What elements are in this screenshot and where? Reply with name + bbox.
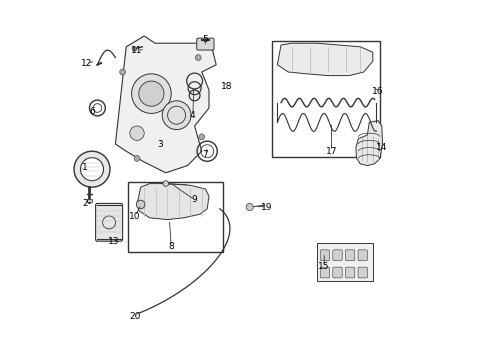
Text: 13: 13 (108, 237, 120, 246)
Text: 15: 15 (318, 262, 330, 271)
Circle shape (130, 126, 144, 140)
Text: 6: 6 (89, 107, 95, 116)
Text: 12: 12 (81, 59, 92, 68)
Text: 9: 9 (192, 195, 197, 204)
Circle shape (199, 134, 205, 140)
Polygon shape (277, 43, 373, 76)
Circle shape (134, 156, 140, 161)
FancyBboxPatch shape (320, 267, 330, 278)
Circle shape (162, 101, 191, 130)
Circle shape (74, 151, 110, 187)
Circle shape (132, 47, 137, 51)
Bar (128, 182, 223, 252)
Circle shape (136, 200, 145, 209)
FancyBboxPatch shape (358, 250, 368, 261)
Text: 20: 20 (129, 312, 141, 321)
Text: 8: 8 (169, 242, 174, 251)
Polygon shape (137, 184, 209, 220)
Circle shape (80, 158, 103, 181)
FancyBboxPatch shape (96, 203, 122, 241)
Polygon shape (116, 36, 216, 173)
FancyBboxPatch shape (197, 38, 214, 50)
Text: 2: 2 (82, 199, 88, 208)
Circle shape (196, 55, 201, 60)
FancyBboxPatch shape (333, 250, 342, 261)
FancyBboxPatch shape (345, 267, 355, 278)
Text: 3: 3 (157, 140, 163, 149)
FancyBboxPatch shape (333, 267, 342, 278)
Circle shape (132, 74, 171, 113)
Text: 17: 17 (326, 147, 337, 156)
Text: 19: 19 (261, 202, 272, 212)
Circle shape (246, 203, 253, 211)
Circle shape (120, 69, 125, 75)
Circle shape (163, 181, 169, 186)
Text: 18: 18 (221, 82, 233, 91)
FancyBboxPatch shape (320, 250, 330, 261)
Text: 11: 11 (131, 46, 143, 55)
Text: 4: 4 (190, 111, 196, 120)
Text: 10: 10 (129, 212, 141, 220)
Bar (317, 243, 373, 281)
Text: 1: 1 (82, 163, 88, 172)
Bar (87, 199, 92, 202)
Text: 7: 7 (202, 150, 208, 159)
FancyBboxPatch shape (345, 250, 355, 261)
Bar (272, 41, 380, 157)
Circle shape (139, 81, 164, 106)
FancyBboxPatch shape (358, 267, 368, 278)
Polygon shape (356, 121, 383, 166)
Text: 14: 14 (376, 143, 388, 152)
Text: 5: 5 (202, 35, 208, 44)
Text: 16: 16 (372, 87, 384, 96)
